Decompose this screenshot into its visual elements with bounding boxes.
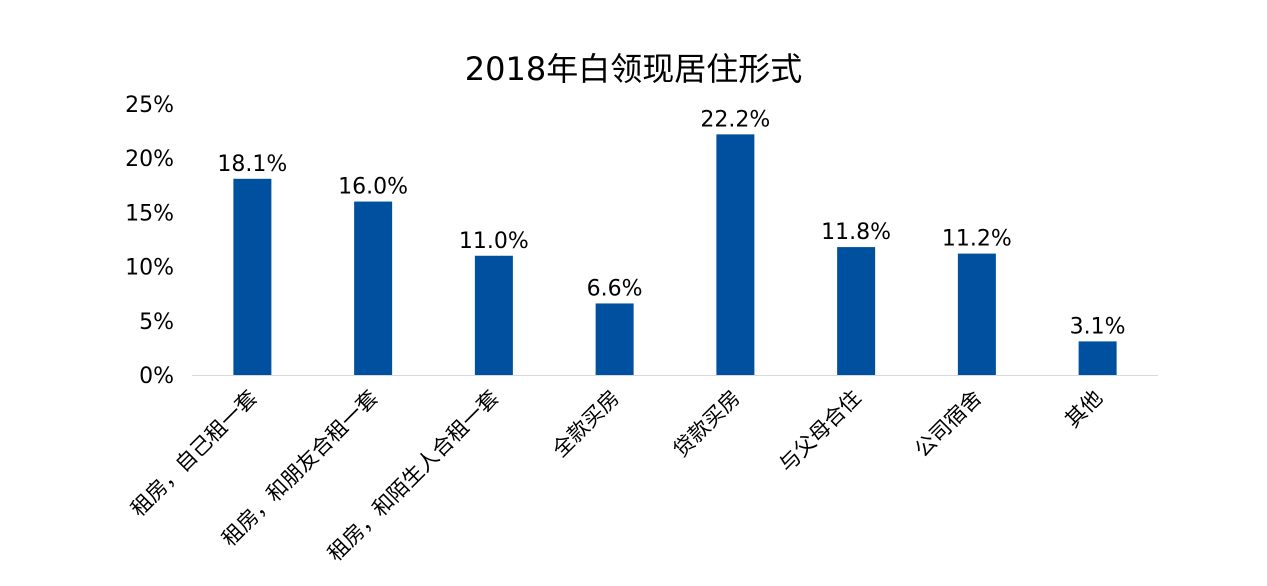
bar	[354, 201, 393, 375]
chart-title: 2018年白领现居住形式	[464, 50, 803, 88]
y-tick-label: 25%	[125, 93, 174, 118]
data-label: 16.0%	[338, 175, 408, 200]
data-label: 22.2%	[700, 107, 770, 132]
bar	[1078, 341, 1117, 375]
data-label: 3.1%	[1070, 314, 1126, 339]
x-category-label: 全款买房	[548, 386, 624, 462]
x-category-label: 贷款买房	[669, 386, 745, 462]
y-tick-label: 15%	[125, 201, 174, 226]
x-category-label: 其他	[1060, 386, 1107, 433]
data-label: 11.0%	[459, 229, 529, 254]
x-category-label: 公司宿舍	[910, 386, 986, 462]
x-category-label: 与父母合住	[774, 386, 865, 477]
y-tick-label: 20%	[125, 147, 174, 172]
bar	[957, 253, 996, 375]
data-label: 18.1%	[217, 152, 287, 177]
y-tick-label: 10%	[125, 256, 174, 281]
data-label: 11.8%	[821, 220, 891, 245]
bar	[716, 134, 755, 375]
data-label: 11.2%	[942, 227, 1012, 252]
bar	[837, 247, 876, 375]
y-tick-label: 0%	[139, 364, 174, 389]
y-tick-label: 5%	[139, 310, 174, 335]
data-label: 6.6%	[587, 276, 643, 301]
bar	[474, 255, 513, 375]
bar	[233, 178, 272, 375]
bar	[595, 303, 634, 375]
x-category-label: 租房，自己租一套	[126, 386, 262, 522]
